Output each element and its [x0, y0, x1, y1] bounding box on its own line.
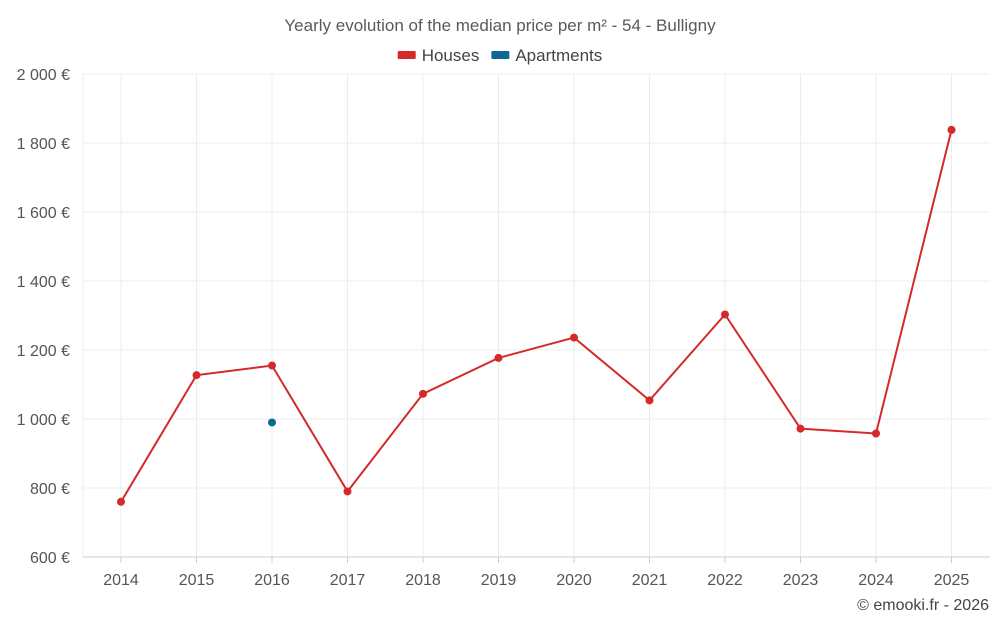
legend-swatch-apartments [491, 51, 510, 59]
data-point-houses[interactable] [947, 125, 956, 134]
x-tick-label: 2016 [254, 572, 290, 589]
grid [82, 73, 990, 557]
y-tick-label: 1 600 € [17, 205, 70, 222]
x-tick-label: 2015 [179, 572, 215, 589]
y-tick-label: 1 800 € [17, 136, 70, 153]
series-layer [117, 125, 956, 506]
x-tick-label: 2023 [783, 572, 819, 589]
axes: 600 € 800 € 1 000 € 1 200 € 1 400 € 1 600 € 1 … [17, 67, 990, 589]
y-tick-label: 1 200 € [17, 343, 70, 360]
x-tick-label: 2018 [405, 572, 441, 589]
data-point-houses[interactable] [268, 361, 276, 370]
y-tick-label: 2 000 € [17, 67, 70, 84]
data-point-houses[interactable] [570, 333, 578, 342]
x-tick-label: 2020 [556, 572, 592, 589]
legend-label-apartments[interactable]: Apartments [515, 46, 602, 65]
x-tick-label: 2014 [103, 572, 139, 589]
data-point-houses[interactable] [192, 371, 201, 380]
y-tick-label: 1 400 € [17, 274, 70, 291]
credit-text: © emooki.fr - 2026 [857, 597, 989, 614]
data-point-houses[interactable] [645, 396, 654, 405]
legend-swatch-houses [397, 51, 416, 59]
legend: Houses Apartments [397, 46, 602, 65]
data-point-houses[interactable] [494, 353, 503, 362]
series-line-houses [120, 129, 953, 503]
x-tick-label: 2025 [934, 572, 970, 589]
x-tick-label: 2021 [632, 572, 668, 589]
x-tick-label: 2019 [481, 572, 517, 589]
data-point-houses[interactable] [872, 429, 880, 438]
x-tick-label: 2024 [858, 572, 894, 589]
y-tick-label: 1 000 € [17, 412, 70, 429]
data-point-houses[interactable] [343, 487, 352, 496]
x-tick-label: 2022 [707, 572, 743, 589]
data-point-houses[interactable] [117, 497, 125, 506]
data-point-houses[interactable] [419, 389, 427, 398]
data-point-apartments[interactable] [268, 418, 276, 427]
legend-label-houses[interactable]: Houses [422, 46, 480, 65]
x-tick-label: 2017 [330, 572, 366, 589]
y-tick-label: 800 € [30, 481, 70, 498]
data-point-houses[interactable] [721, 310, 729, 319]
chart-title: Yearly evolution of the median price per… [284, 16, 716, 35]
y-tick-label: 600 € [30, 550, 70, 567]
data-point-houses[interactable] [796, 424, 805, 433]
